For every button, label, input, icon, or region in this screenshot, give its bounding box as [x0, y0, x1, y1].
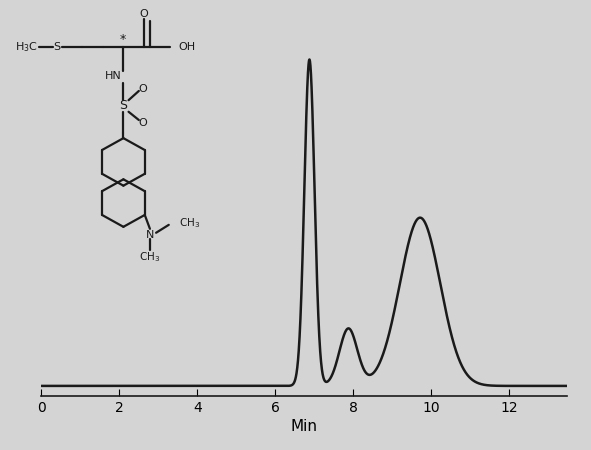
Text: *: * — [119, 33, 126, 45]
Text: OH: OH — [178, 42, 196, 52]
X-axis label: Min: Min — [291, 419, 318, 434]
Text: CH$_3$: CH$_3$ — [179, 216, 200, 230]
Text: HN: HN — [105, 72, 122, 81]
Text: CH$_3$: CH$_3$ — [139, 250, 161, 264]
Text: H$_3$C: H$_3$C — [15, 40, 38, 54]
Text: S: S — [53, 42, 60, 52]
Text: O: O — [138, 117, 147, 128]
Text: S: S — [119, 99, 128, 112]
Text: N: N — [146, 230, 154, 240]
Text: O: O — [139, 9, 148, 19]
Text: O: O — [138, 84, 147, 94]
